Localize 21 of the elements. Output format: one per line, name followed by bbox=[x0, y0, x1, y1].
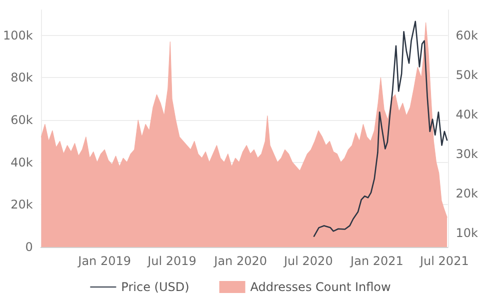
y2-tick-label: 50k bbox=[456, 68, 478, 82]
y2-tick-label: 30k bbox=[456, 146, 478, 161]
legend-label: Addresses Count Inflow bbox=[250, 280, 392, 294]
y-tick-label: 0 bbox=[25, 240, 33, 254]
y-tick-label: 80k bbox=[10, 70, 33, 85]
x-tick-label: Jan 2021 bbox=[350, 254, 404, 268]
y-tick-label: 100k bbox=[2, 28, 33, 42]
y2-tick-label: 10k bbox=[456, 226, 478, 240]
y2-tick-label: 60k bbox=[456, 28, 478, 43]
y-tick-label: 40k bbox=[10, 155, 33, 170]
legend-label: Price (USD) bbox=[121, 280, 190, 294]
x-tick-label: Jul 2021 bbox=[419, 254, 469, 268]
line-series bbox=[313, 20, 448, 238]
y-tick-label: 20k bbox=[10, 198, 33, 212]
x-tick-label: Jul 2020 bbox=[282, 254, 333, 268]
x-tick-label: Jan 2019 bbox=[77, 254, 132, 268]
y2-tick-label: 20k bbox=[456, 186, 478, 200]
x-tick-label: Jan 2020 bbox=[213, 254, 268, 268]
y2-tick-label: 40k bbox=[456, 108, 478, 122]
y-tick-label: 60k bbox=[10, 113, 33, 128]
x-tick-label: Jul 2019 bbox=[146, 254, 196, 268]
